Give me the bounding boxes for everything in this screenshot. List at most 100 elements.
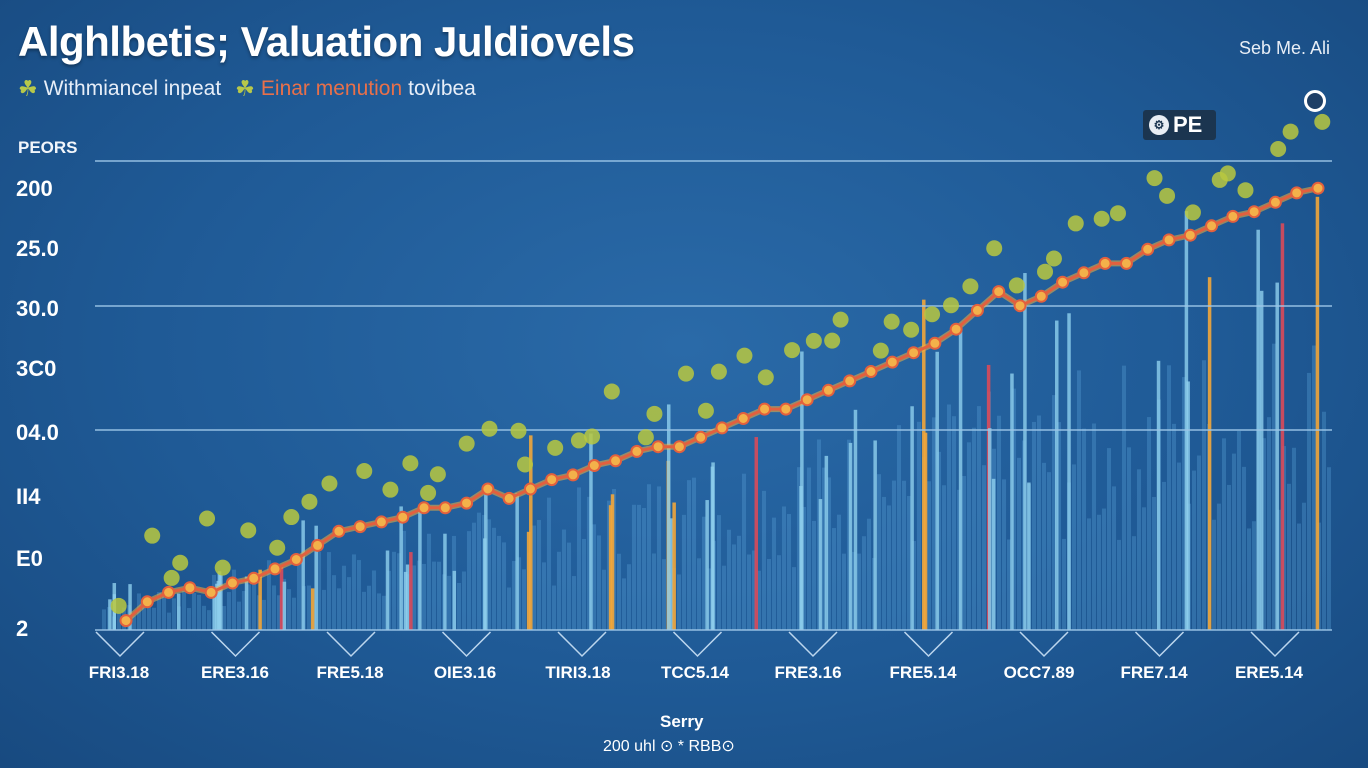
background-bar: [807, 467, 811, 630]
background-bar: [267, 560, 271, 630]
background-bar: [927, 481, 931, 630]
x-tick-mark: [1250, 631, 1300, 658]
background-bar: [962, 476, 966, 630]
background-bar: [1122, 365, 1126, 630]
background-bar: [297, 564, 301, 630]
background-bar: [1152, 496, 1156, 630]
author-label: Seb Me. Ali: [1238, 38, 1330, 58]
data-point: [843, 374, 857, 388]
leaf-icon: ☘: [18, 76, 38, 101]
background-bar: [1292, 447, 1296, 630]
scatter-point: [356, 462, 373, 479]
background-bar: [487, 519, 491, 630]
scatter-point: [420, 484, 437, 501]
background-bar: [1062, 538, 1066, 630]
background-bar: [522, 569, 526, 630]
scatter-point: [214, 559, 231, 576]
background-bar: [1202, 360, 1206, 630]
background-bar: [577, 487, 581, 630]
background-bar: [632, 504, 636, 630]
background-bar: [1302, 502, 1306, 630]
background-bar: [702, 516, 706, 630]
x-tick-label: ERE3.16: [200, 663, 270, 682]
scatter-point: [986, 240, 1003, 257]
background-bar: [837, 514, 841, 630]
data-point: [907, 346, 921, 360]
scatter-point: [458, 435, 475, 452]
background-bar: [232, 569, 236, 630]
vertical-bar: [452, 570, 457, 630]
background-bar: [682, 514, 686, 630]
background-bar: [697, 558, 701, 630]
y-tick-label: 3C0: [16, 356, 57, 381]
background-bar: [722, 565, 726, 630]
background-bar: [762, 490, 766, 630]
vertical-bar: [405, 564, 410, 630]
data-point: [396, 510, 410, 524]
vertical-bar: [301, 520, 305, 630]
data-point: [1034, 289, 1048, 303]
background-bar: [512, 560, 516, 630]
background-bar: [707, 568, 711, 630]
background-bar: [737, 535, 741, 630]
scatter-point: [646, 405, 663, 422]
x-tick-label: FRE5.14: [889, 663, 957, 682]
background-bar: [832, 528, 836, 630]
scatter-point: [637, 429, 654, 446]
background-bar: [997, 415, 1001, 630]
background-bar: [907, 496, 911, 630]
background-bar: [752, 550, 756, 630]
vertical-bar: [923, 432, 928, 630]
vertical-bar: [1010, 373, 1014, 630]
background-bar: [1227, 484, 1231, 630]
legend-item-1: ☘ Withmiancel inpeat: [18, 76, 221, 102]
background-bar: [842, 553, 846, 630]
background-bar: [1247, 528, 1251, 630]
background-bar: [1182, 377, 1186, 630]
vertical-bar: [958, 331, 963, 630]
background-bar: [902, 480, 906, 630]
data-point: [736, 412, 750, 425]
data-point: [1226, 209, 1240, 223]
vertical-bar: [1186, 381, 1190, 630]
vertical-bar: [244, 576, 249, 630]
data-point: [1098, 256, 1112, 270]
scatter-point: [872, 342, 889, 359]
vertical-bar: [910, 406, 914, 630]
scatter-point: [110, 597, 127, 614]
vertical-bar: [1207, 277, 1212, 630]
scatter-point: [942, 297, 959, 314]
background-bar: [782, 506, 786, 630]
data-point: [523, 482, 537, 496]
background-bar: [1012, 388, 1016, 630]
background-bar: [1167, 365, 1171, 630]
background-bar: [562, 529, 566, 630]
data-point: [864, 365, 878, 378]
vertical-bar: [672, 502, 676, 630]
background-bar: [797, 467, 801, 630]
background-bar: [1272, 343, 1276, 630]
x-tick-label: TIRI3.18: [545, 663, 611, 682]
background-bar: [942, 485, 946, 630]
vertical-bar: [515, 493, 519, 630]
scatter-point: [1037, 263, 1054, 280]
pe-badge: ⚙ PE: [1143, 110, 1217, 140]
background-bar: [1047, 472, 1051, 630]
background-bar: [467, 531, 471, 630]
background-bar: [247, 584, 251, 630]
scatter-point: [903, 321, 920, 338]
y-tick-label: 04.0: [16, 420, 59, 445]
background-bar: [642, 507, 646, 630]
data-point: [1268, 195, 1282, 209]
y-tick-label: E0: [16, 546, 43, 571]
background-bar: [767, 559, 771, 630]
background-bar: [537, 519, 541, 630]
x-tick-label: ERE5.14: [1234, 663, 1304, 682]
background-bar: [1087, 518, 1091, 630]
background-bar: [142, 600, 146, 630]
background-bar: [952, 416, 956, 630]
scatter-point: [832, 311, 849, 328]
scatter-point: [924, 306, 941, 323]
background-bar: [1287, 483, 1291, 630]
background-bar: [192, 593, 196, 630]
